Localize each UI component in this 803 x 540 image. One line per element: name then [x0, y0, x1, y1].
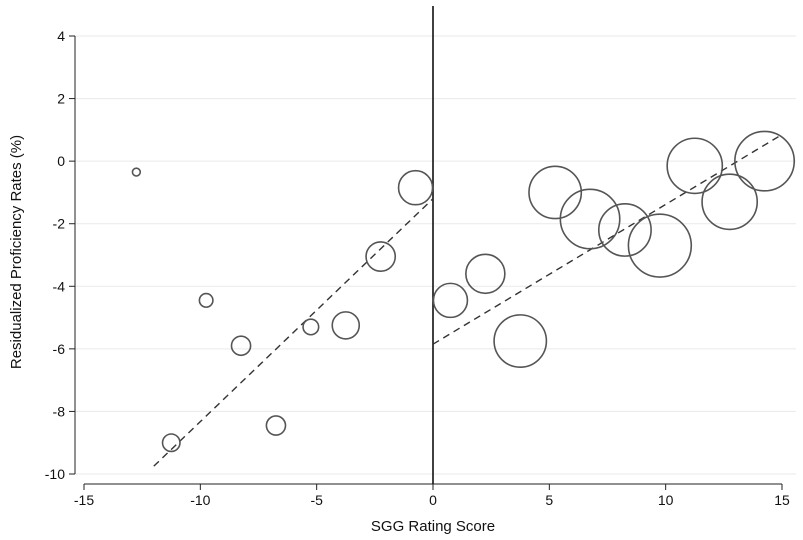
fit-lines — [153, 133, 783, 467]
data-point — [493, 314, 548, 368]
x-tick-label: 0 — [429, 492, 437, 508]
data-point — [559, 188, 621, 250]
y-axis-title: Residualized Proficiency Rates (%) — [8, 135, 25, 369]
data-point — [528, 165, 583, 220]
data-point — [131, 167, 142, 177]
x-tick-label: 15 — [774, 492, 790, 508]
x-tick-label: -15 — [74, 492, 94, 508]
y-tick-label: 2 — [57, 91, 65, 107]
x-tick-label: 10 — [658, 492, 674, 508]
x-tick-label: -10 — [190, 492, 210, 508]
y-tick-label: -10 — [45, 466, 65, 482]
data-point — [432, 282, 469, 319]
axes: 4 2 0 -2 -4 -6 -8 -10 -15 -10 -5 0 5 10 15 — [45, 6, 790, 508]
y-tick-label: 4 — [57, 28, 65, 44]
data-point — [627, 213, 693, 278]
data-points — [131, 130, 796, 453]
data-point — [734, 130, 796, 192]
grid-lines — [75, 35, 796, 475]
data-point — [397, 169, 434, 206]
y-tick-label: -8 — [53, 403, 66, 419]
data-point — [302, 318, 320, 336]
y-tick-label: -2 — [53, 216, 66, 232]
data-point — [230, 335, 252, 357]
data-point — [597, 203, 652, 257]
data-point — [265, 415, 287, 436]
x-tick-label: -5 — [310, 492, 323, 508]
y-tick-label: -6 — [53, 341, 66, 357]
data-point — [198, 292, 214, 308]
fit-line — [153, 198, 434, 467]
y-tick-label: -4 — [53, 278, 66, 294]
data-point — [666, 137, 724, 195]
data-point — [701, 173, 759, 231]
data-point — [465, 253, 506, 295]
data-point — [161, 433, 181, 453]
x-axis-title: SGG Rating Score — [371, 518, 495, 535]
x-tick-label: 5 — [545, 492, 553, 508]
data-point — [365, 241, 397, 272]
data-point — [331, 311, 361, 340]
y-tick-label: 0 — [57, 153, 65, 169]
fit-line — [432, 133, 783, 345]
